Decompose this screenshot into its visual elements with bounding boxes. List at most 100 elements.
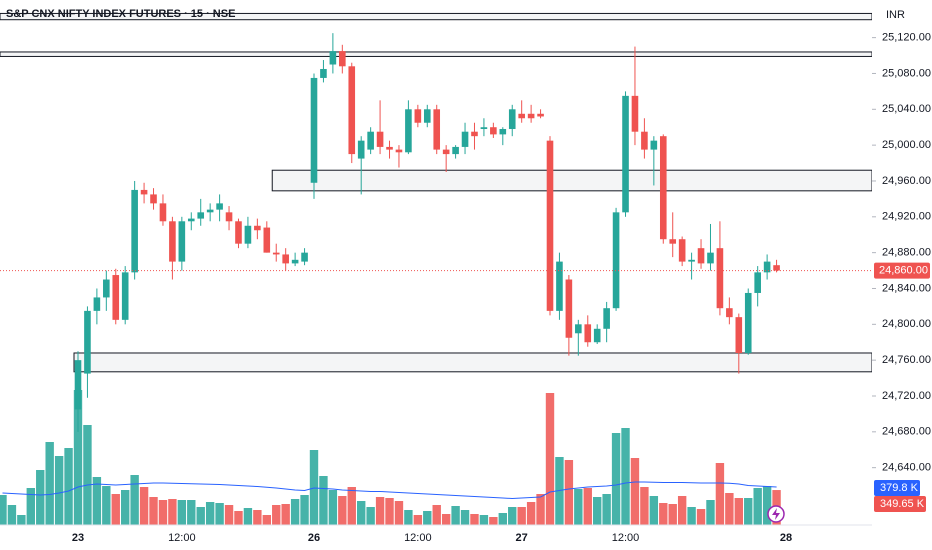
axis-labels: 24,640.00 24,680.00 24,720.00 24,760.00 24,8… [72, 32, 931, 544]
volume-bar [262, 515, 271, 525]
candle-body [631, 95, 639, 132]
candle-body [159, 203, 167, 222]
candle-body [593, 328, 601, 343]
candle-body [235, 221, 242, 244]
volume-bar [479, 515, 489, 525]
candle-body [301, 252, 308, 262]
candle-body [603, 308, 610, 329]
candle-body [263, 227, 271, 253]
candle-body [320, 68, 327, 78]
candle-body [508, 109, 516, 130]
x-tick-label: 26 [308, 532, 320, 544]
candle-body [575, 324, 582, 334]
candle-body [565, 279, 573, 338]
candle-body [206, 209, 214, 213]
volume-bar [121, 490, 130, 525]
candle-body [773, 265, 780, 271]
volume-bar [725, 493, 734, 525]
volume-bar [602, 494, 611, 525]
volume-bar [432, 505, 441, 525]
volume-bar [668, 504, 677, 525]
y-tick-label: 25,000.00 [882, 139, 931, 151]
volume-ma-tag [874, 480, 920, 496]
volume-bar [92, 477, 102, 525]
volume-bar [158, 500, 168, 525]
volume-bar [715, 463, 725, 525]
y-tick-label: 24,680.00 [882, 426, 931, 438]
candle-body [688, 259, 695, 262]
volume-bar [517, 507, 526, 525]
y-tick-label: 24,920.00 [882, 211, 931, 223]
candle-body [697, 248, 705, 264]
volume-bar [593, 497, 602, 525]
volume-bar [394, 501, 404, 525]
volume-bar [73, 390, 83, 525]
x-tick-label: 12:00 [612, 532, 640, 544]
y-tick-label: 24,960.00 [882, 175, 931, 187]
volume-bar [677, 496, 687, 525]
volume-bar [687, 507, 696, 525]
volume-bar [659, 503, 668, 525]
volume-bar [696, 509, 706, 525]
volume-bar [45, 442, 54, 525]
candle-body [659, 136, 667, 240]
volume-bar [300, 495, 309, 525]
y-tick-label: 24,840.00 [882, 282, 931, 294]
candle-body [225, 212, 233, 222]
volume-bar [536, 494, 545, 525]
flash-icon-glyph [772, 508, 780, 520]
candle-body [244, 225, 252, 244]
volume-bar [130, 475, 139, 525]
volume-bar [234, 511, 243, 525]
candle-body [556, 261, 563, 311]
volume-bar [187, 500, 196, 525]
volume-bar [451, 506, 460, 525]
volume-bar [498, 513, 507, 525]
candle-body [405, 109, 412, 153]
candle-body [348, 66, 356, 155]
volume-bar [423, 511, 432, 525]
volume-bar [0, 495, 7, 525]
candle-body [93, 297, 101, 311]
x-tick-label: 23 [72, 532, 84, 544]
volume-bar [649, 496, 659, 525]
volume-bar [177, 500, 187, 525]
candle-body [282, 254, 289, 264]
candle-body [254, 225, 261, 231]
volume-bar [574, 489, 583, 525]
candle-body [291, 259, 299, 264]
candle-body [197, 212, 205, 219]
y-tick-label: 24,640.00 [882, 462, 931, 474]
volume-bar [470, 514, 479, 525]
volume-bar [385, 498, 394, 525]
candle-body [442, 149, 450, 155]
volume-bar [366, 507, 375, 525]
volume-label: 349.65 K [880, 498, 925, 510]
candle-body [169, 221, 176, 262]
level-zone [0, 51, 873, 57]
volume-bar [630, 458, 640, 525]
candle-body [641, 131, 648, 150]
candle-body [367, 131, 374, 150]
y-tick-label: 24,760.00 [882, 354, 931, 366]
volume-bar [319, 476, 328, 525]
candle-body [84, 310, 91, 374]
candle-body [187, 218, 195, 222]
x-tick-label: 12:00 [168, 532, 196, 544]
candle-body [339, 51, 346, 67]
volume-bar [54, 456, 64, 525]
volume-bar [328, 490, 338, 525]
candle-body [622, 95, 629, 213]
volume-bar [102, 486, 111, 525]
volume-bar [744, 498, 753, 525]
volume-bar [243, 508, 253, 525]
candle-body [423, 109, 431, 123]
y-tick-label: 24,880.00 [882, 247, 931, 259]
candle-body [499, 129, 507, 135]
volume-bar [272, 505, 281, 525]
candle-body [612, 212, 620, 309]
candle-body [461, 131, 469, 147]
volume-bar [508, 507, 517, 525]
